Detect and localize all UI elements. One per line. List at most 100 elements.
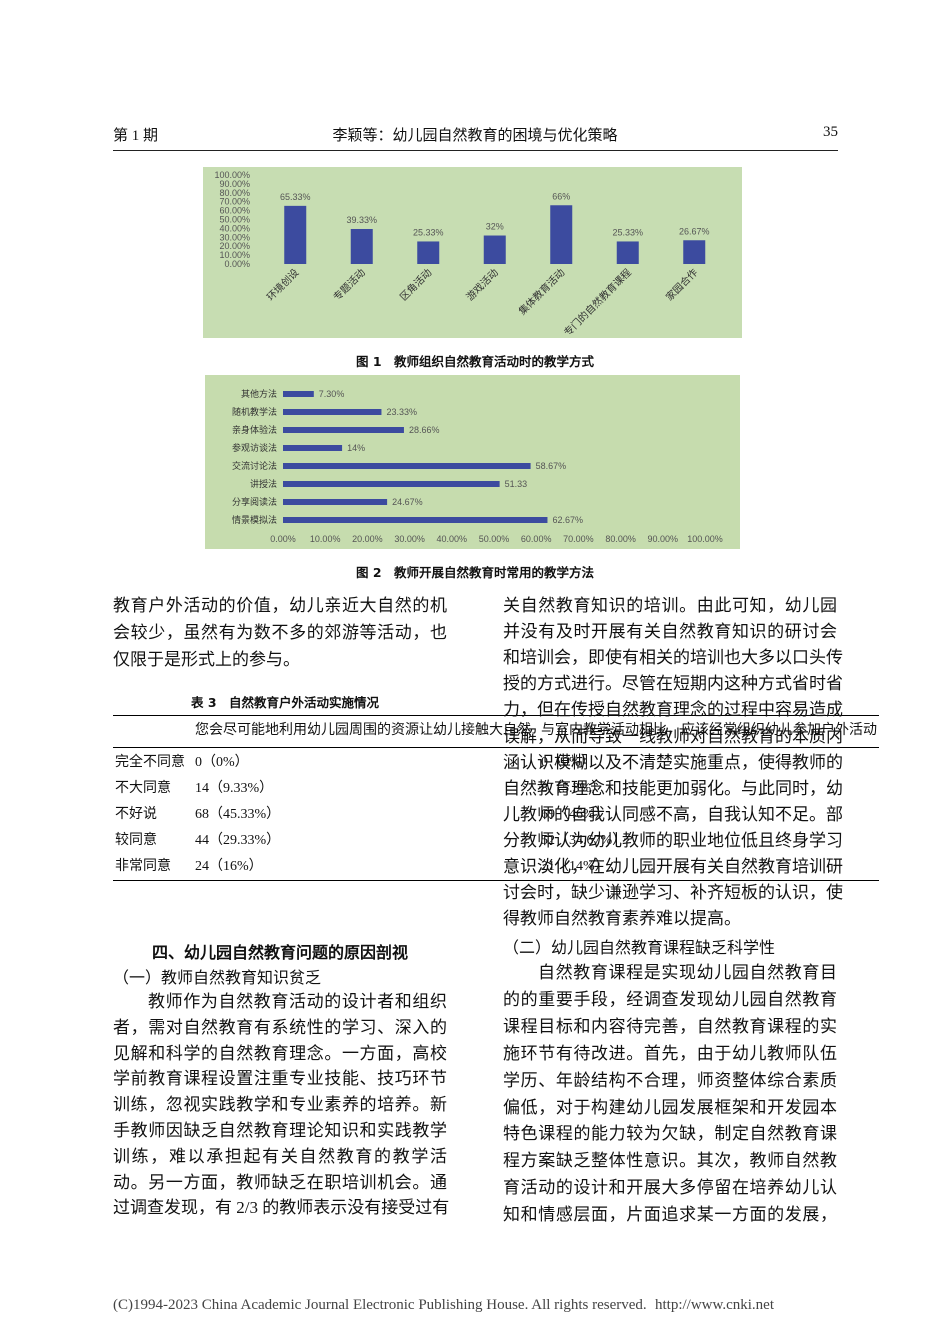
bar	[683, 240, 706, 264]
value-label: 25.33%	[612, 227, 643, 237]
row-label: 不好说	[115, 807, 157, 822]
table-cell: 21（14%）	[541, 859, 609, 874]
x-tick-label: 30.00%	[394, 534, 425, 544]
text-line: 训练，难以承担起有关自然教育的教学活	[113, 1146, 447, 1166]
bar	[283, 517, 548, 523]
subheading: （二）幼儿园自然教育课程缺乏科学性	[503, 940, 776, 957]
value-label: 51.33	[505, 479, 528, 489]
bar	[283, 427, 404, 433]
bar	[283, 445, 343, 451]
text-line: 手教师因缺乏自然教育理论知识和实践教学	[113, 1121, 447, 1140]
column-header: 您会尽可能地利用幼儿园周围的资源让幼儿接触大自然	[195, 723, 531, 738]
url: http://www.cnki.net	[655, 1297, 775, 1313]
value-label: 14%	[347, 443, 365, 453]
y-tick-label: 交流讨论法	[232, 460, 277, 471]
x-tick-label: 80.00%	[605, 534, 636, 544]
x-tick-label: 50.00%	[479, 534, 510, 544]
y-tick-label: 随机教学法	[232, 406, 277, 417]
x-tick-label: 20.00%	[352, 534, 383, 544]
value-label: 65.33%	[280, 192, 311, 202]
y-tick-label: 分享阅读法	[232, 496, 277, 507]
text-line: 儿教师的自我认同感不高，自我认知不足。部	[503, 804, 843, 824]
x-tick-label: 40.00%	[437, 534, 468, 544]
issue: 第 1 期	[113, 128, 159, 144]
text-line: 会较少，虽然有为数不多的郊游等活动，也	[113, 623, 447, 642]
bar	[283, 391, 314, 397]
bar	[283, 409, 382, 415]
header-rule	[113, 150, 838, 151]
table-cell: 0（0%）	[195, 755, 249, 770]
bar	[350, 228, 373, 264]
column-header: 与室内教学活动相比，应该经常组织幼儿参加户外活动	[541, 723, 877, 738]
text-line: 育活动的设计和开展大多停留在培养幼儿认	[503, 1178, 837, 1198]
y-tick-label: 60.00%	[219, 206, 250, 216]
page-number: 35	[823, 124, 838, 140]
table-cell: 68（45.33%）	[195, 807, 281, 822]
table-cell: 24（16%）	[195, 859, 263, 874]
text-line: 施环节有待改进。首先，由于幼儿教师队伍	[503, 1043, 837, 1063]
y-tick-label: 10.00%	[219, 250, 250, 260]
text-line: 力，但在传授自然教育理念的过程中容易造成	[503, 700, 843, 720]
bar	[283, 499, 388, 505]
y-tick-label: 50.00%	[219, 215, 250, 225]
table-cell: 44（29.33%）	[195, 833, 281, 848]
figure-caption: 图 2 教师开展自然教育时常用的教学方法	[355, 565, 595, 580]
text-line: 训练，忽视实践教学和专业素养的培养。新	[113, 1095, 447, 1115]
y-tick-label: 90.00%	[219, 179, 250, 189]
text-line: 的的重要手段，经调查发现幼儿园自然教育	[503, 989, 837, 1009]
x-tick-label: 100.00%	[687, 534, 723, 544]
value-label: 28.66%	[409, 425, 440, 435]
y-tick-label: 情景模拟法	[232, 514, 277, 525]
value-label: 23.33%	[386, 407, 417, 417]
y-tick-label: 40.00%	[219, 223, 250, 233]
x-tick-label: 10.00%	[310, 534, 341, 544]
chart: 0.00%10.00%20.00%30.00%40.00%50.00%60.00…	[203, 167, 742, 338]
table-corner	[113, 716, 187, 748]
text-line: 仅限于是形式上的参与。	[113, 650, 300, 669]
table-cell: 52（34.67%）	[541, 833, 627, 848]
text-line: 见解和科学的自然教育理念。一方面，高校	[113, 1043, 447, 1063]
y-tick-label: 30.00%	[219, 232, 250, 242]
text-line: 并没有及时开展有关自然教育知识的研讨会	[503, 622, 837, 642]
bar	[550, 205, 573, 264]
text-line: 授的方式进行。尽管在短期内这种方式省时省	[503, 674, 843, 694]
value-label: 26.67%	[679, 226, 710, 236]
text-line: 自然教育课程是实现幼儿园自然教育目	[538, 963, 837, 982]
row-label: 较同意	[115, 833, 157, 848]
section-heading: 四、幼儿园自然教育问题的原因剖视	[151, 945, 408, 962]
bar	[283, 481, 500, 487]
subheading: （一）教师自然教育知识贫乏	[113, 970, 322, 987]
text-line: 知和情感层面，片面追求某一方面的发展，	[503, 1205, 837, 1225]
table-row: 不好说 68（45.33%） 69（46%）	[113, 802, 879, 828]
bar	[417, 241, 440, 264]
text-line: 意识淡化，在幼儿园开展有关自然教育培训研	[503, 857, 843, 876]
table: 您会尽可能地利用幼儿园周围的资源让幼儿接触大自然 与室内教学活动相比，应该经常组织…	[113, 715, 879, 881]
table-cell: 0（0%）	[541, 755, 595, 770]
value-label: 24.67%	[392, 497, 423, 507]
text-line: 特色课程的能力较为欠缺，制定自然教育课	[503, 1124, 837, 1144]
row-label: 非常同意	[115, 859, 171, 874]
text-line: 者，需对自然教育有系统性的学习、深入的	[113, 1017, 447, 1037]
y-tick-label: 讲授法	[250, 478, 277, 489]
value-label: 66%	[552, 191, 570, 201]
y-tick-label: 70.00%	[219, 197, 250, 207]
text-line: 过调查发现，有 2/3 的教师表示没有接受过有	[113, 1198, 450, 1218]
x-tick-label: 0.00%	[270, 534, 296, 544]
text-line: 偏低，对于构建幼儿园发展框架和开发园本	[503, 1097, 837, 1117]
y-tick-label: 参观访谈法	[232, 442, 277, 453]
row-label: 完全不同意	[115, 755, 185, 770]
bar	[616, 241, 639, 264]
table-cell: 69（46%）	[541, 807, 609, 822]
table-row: 较同意 44（29.33%） 52（34.67%）	[113, 828, 879, 854]
row-label: 不大同意	[115, 781, 171, 796]
value-label: 62.67%	[552, 515, 583, 525]
y-tick-label: 100.00%	[214, 170, 250, 180]
y-tick-label: 其他方法	[241, 388, 277, 399]
text-line: 程方案缺乏整体性意识。其次，教师自然教	[503, 1151, 837, 1171]
x-tick-label: 90.00%	[648, 534, 679, 544]
x-tick-label: 70.00%	[563, 534, 594, 544]
table-row: 完全不同意 0（0%） 0（0%）	[113, 748, 879, 777]
text-line: 得教师自然教育素养难以提高。	[503, 909, 741, 929]
text-line: 讨会时，缺少谦逊学习、补齐短板的认识，使	[503, 883, 843, 903]
